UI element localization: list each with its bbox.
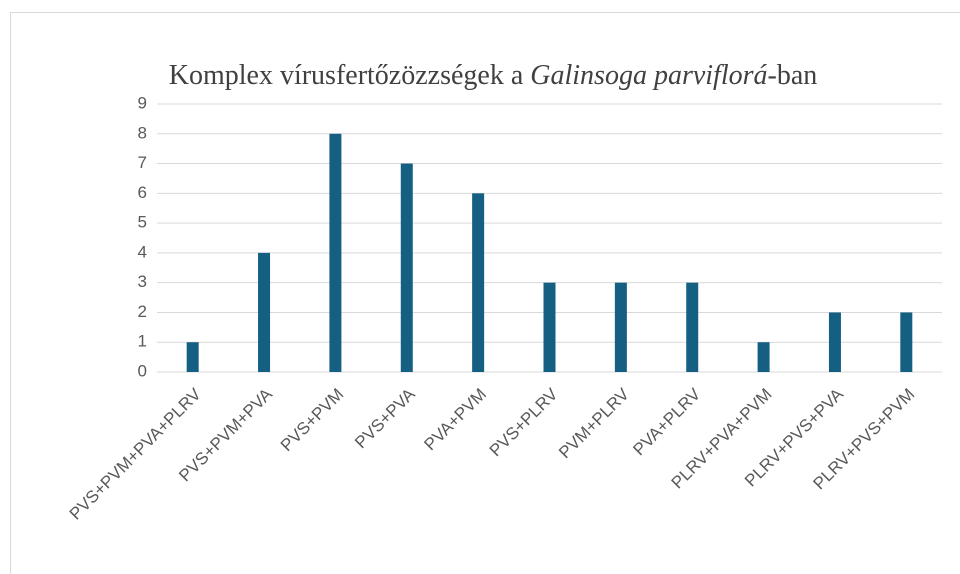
bar [186, 342, 199, 372]
bar [472, 193, 485, 372]
x-tick-label: PVS+PVA [351, 384, 419, 452]
title-part: -ban [768, 60, 818, 91]
x-tick-label: PVM+PLRV [555, 384, 633, 462]
y-tick-label: 7 [138, 153, 147, 172]
bar [900, 312, 913, 372]
bar [614, 282, 627, 372]
bar [400, 163, 413, 372]
bar [543, 282, 556, 372]
x-tick-label: PVA+PVM [420, 385, 490, 455]
bar [329, 133, 342, 372]
y-tick-label: 9 [138, 93, 147, 112]
x-tick-label: PVA+PLRV [629, 384, 704, 459]
bar [757, 342, 770, 372]
y-tick-label: 2 [138, 302, 147, 321]
chart-title: Komplex vírusfertőzözzségek a Galinsoga … [169, 60, 818, 91]
bar [686, 282, 699, 372]
y-tick-label: 0 [138, 361, 147, 380]
y-tick-label: 8 [138, 123, 147, 142]
title-part: Komplex vírusfertőzözzségek a [169, 60, 531, 91]
bar [828, 312, 841, 372]
y-tick-label: 3 [138, 272, 147, 291]
y-tick-label: 4 [138, 242, 147, 261]
chart-border [10, 12, 960, 574]
y-tick-label: 1 [138, 332, 147, 351]
y-tick-label: 5 [138, 213, 147, 232]
y-tick-label: 6 [138, 183, 147, 202]
x-tick-label: PVS+PVM [277, 385, 348, 456]
bar [258, 252, 271, 372]
x-tick-label: PVS+PVM+PVA+PLRV [66, 384, 205, 523]
x-tick-label: PVS+PLRV [486, 384, 562, 460]
title-part: Galinsoga parviflorá [530, 60, 767, 91]
